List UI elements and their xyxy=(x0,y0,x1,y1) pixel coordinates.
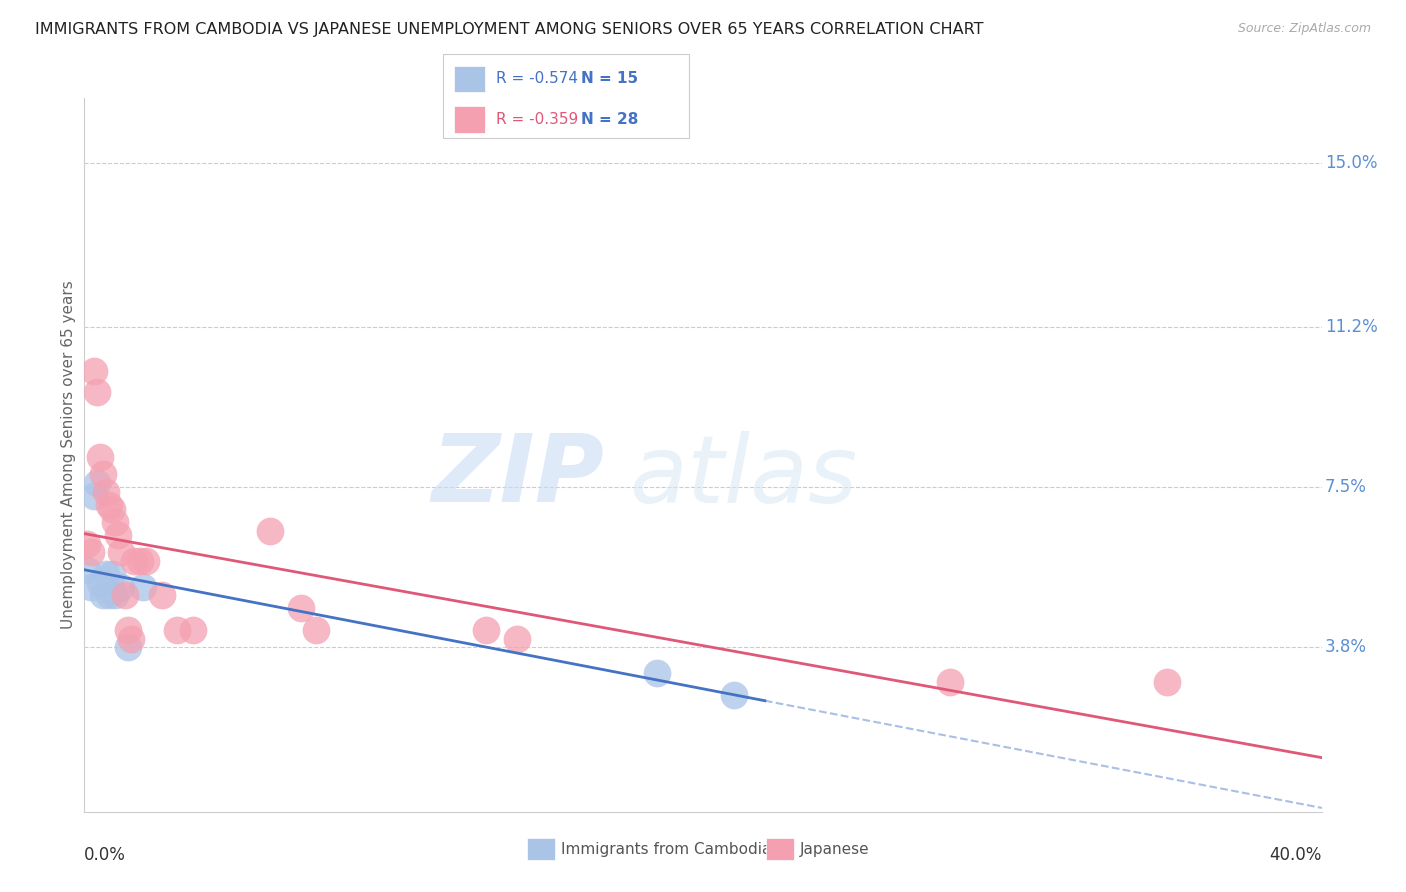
Point xyxy=(104,589,127,603)
Point xyxy=(76,536,98,550)
Text: R = -0.359: R = -0.359 xyxy=(496,112,578,128)
Point xyxy=(305,623,328,637)
Point xyxy=(89,575,111,590)
Point xyxy=(110,545,132,559)
Point xyxy=(94,566,117,581)
Text: ZIP: ZIP xyxy=(432,430,605,523)
Point xyxy=(104,515,127,529)
Text: 40.0%: 40.0% xyxy=(1270,847,1322,864)
Point xyxy=(939,675,962,690)
Point xyxy=(98,498,121,512)
Point xyxy=(132,580,155,594)
Text: N = 15: N = 15 xyxy=(581,71,638,87)
Point xyxy=(506,632,529,646)
Y-axis label: Unemployment Among Seniors over 65 years: Unemployment Among Seniors over 65 years xyxy=(60,281,76,629)
Point xyxy=(166,623,188,637)
Point xyxy=(86,385,108,400)
Text: Japanese: Japanese xyxy=(800,842,870,856)
Point xyxy=(79,580,101,594)
Text: R = -0.574: R = -0.574 xyxy=(496,71,578,87)
Point xyxy=(181,623,204,637)
Text: 15.0%: 15.0% xyxy=(1324,154,1378,172)
Point xyxy=(114,589,136,603)
Point xyxy=(645,666,668,681)
Point xyxy=(83,363,105,377)
Text: 3.8%: 3.8% xyxy=(1324,639,1367,657)
Point xyxy=(150,589,173,603)
Text: IMMIGRANTS FROM CAMBODIA VS JAPANESE UNEMPLOYMENT AMONG SENIORS OVER 65 YEARS CO: IMMIGRANTS FROM CAMBODIA VS JAPANESE UNE… xyxy=(35,22,984,37)
Point xyxy=(117,640,139,655)
Text: N = 28: N = 28 xyxy=(581,112,638,128)
Point xyxy=(117,623,139,637)
Point xyxy=(122,554,145,568)
Text: 0.0%: 0.0% xyxy=(84,847,127,864)
Point xyxy=(129,554,152,568)
Text: Source: ZipAtlas.com: Source: ZipAtlas.com xyxy=(1237,22,1371,36)
Point xyxy=(1156,675,1178,690)
Point xyxy=(83,489,105,503)
Point xyxy=(98,589,121,603)
Point xyxy=(89,450,111,464)
Text: Immigrants from Cambodia: Immigrants from Cambodia xyxy=(561,842,772,856)
Point xyxy=(91,467,114,482)
Point xyxy=(79,545,101,559)
Point xyxy=(110,580,132,594)
Text: 7.5%: 7.5% xyxy=(1324,478,1367,496)
Point xyxy=(86,476,108,491)
Point xyxy=(91,589,114,603)
Point xyxy=(290,601,312,615)
Point xyxy=(107,528,129,542)
Point xyxy=(475,623,498,637)
Point xyxy=(259,524,281,538)
Point xyxy=(723,688,745,702)
Point xyxy=(101,566,124,581)
Point xyxy=(76,562,98,576)
Point xyxy=(120,632,142,646)
Text: 11.2%: 11.2% xyxy=(1324,318,1378,336)
Point xyxy=(94,484,117,499)
Point xyxy=(135,554,157,568)
Text: atlas: atlas xyxy=(628,431,858,522)
Point xyxy=(101,502,124,516)
